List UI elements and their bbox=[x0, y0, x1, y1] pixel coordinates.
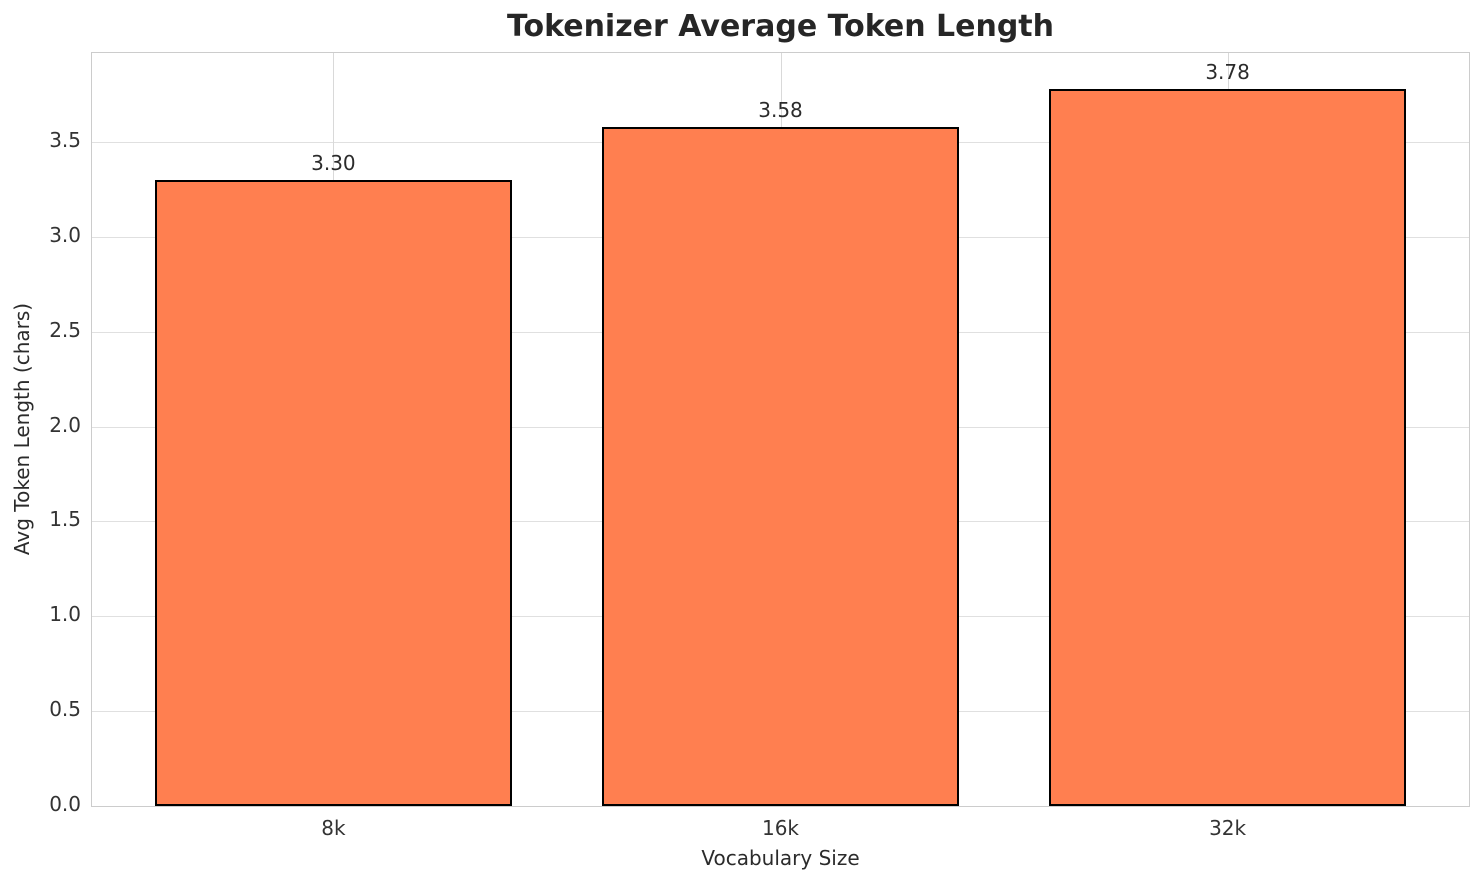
bar-8k bbox=[154, 179, 513, 806]
bar-16k bbox=[601, 126, 960, 806]
bar-value-label-16k: 3.58 bbox=[758, 97, 803, 122]
y-tick-label: 0.5 bbox=[49, 697, 81, 722]
x-tick-label-16k: 16k bbox=[761, 816, 800, 840]
x-tick-label-32k: 32k bbox=[1209, 816, 1247, 840]
bar-32k bbox=[1048, 88, 1407, 806]
bar-value-label-8k: 3.30 bbox=[311, 150, 356, 175]
bar-value-label-32k: 3.78 bbox=[1205, 59, 1250, 84]
chart-title: Tokenizer Average Token Length bbox=[506, 9, 1054, 44]
y-tick-label: 2.5 bbox=[49, 317, 81, 342]
y-tick-label: 2.0 bbox=[49, 412, 81, 437]
y-tick-label: 3.0 bbox=[49, 222, 81, 247]
y-tick-label: 1.0 bbox=[49, 602, 81, 627]
y-tick-label: 0.0 bbox=[49, 792, 81, 816]
y-tick-label: 3.5 bbox=[49, 128, 81, 152]
y-tick-label: 1.5 bbox=[49, 507, 81, 532]
x-tick-label-8k: 8k bbox=[321, 816, 346, 840]
plot-area bbox=[91, 52, 1470, 807]
x-axis-label: Vocabulary Size bbox=[701, 846, 860, 870]
